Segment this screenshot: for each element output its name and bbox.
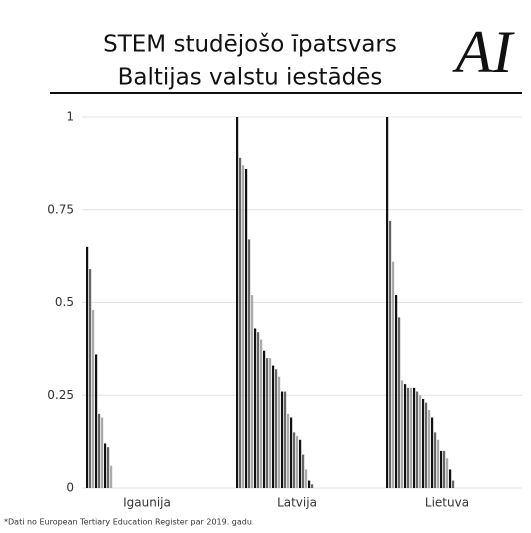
- bar: [86, 246, 89, 488]
- bar: [410, 387, 413, 488]
- bar: [413, 387, 416, 488]
- bar: [422, 398, 425, 488]
- bar: [293, 432, 296, 488]
- bar: [290, 417, 293, 488]
- bar: [263, 350, 266, 488]
- bar: [407, 387, 410, 488]
- bar: [443, 450, 446, 488]
- bar: [104, 443, 107, 488]
- bar: [296, 436, 299, 488]
- chart-title: STEM studējošo īpatsvars: [103, 32, 397, 58]
- x-tick-label: Igaunija: [123, 496, 171, 510]
- bar: [257, 332, 260, 488]
- bar: [245, 168, 248, 488]
- bar: [89, 269, 92, 488]
- bar: [251, 295, 254, 488]
- bar: [401, 380, 404, 488]
- y-tick-label: 0.25: [47, 388, 74, 402]
- bar: [395, 295, 398, 488]
- bar: [416, 391, 419, 488]
- bar: [269, 358, 272, 488]
- bar: [101, 417, 104, 488]
- bar: [248, 239, 251, 488]
- bar: [311, 484, 314, 488]
- bar: [449, 469, 452, 488]
- bar: [284, 391, 287, 488]
- footnote: *Dati no European Tertiary Education Reg…: [4, 518, 252, 527]
- bar: [305, 469, 308, 488]
- bar: [440, 450, 443, 488]
- bar: [242, 165, 245, 489]
- y-tick-label: 0: [66, 481, 74, 495]
- bar: [287, 413, 290, 488]
- bar: [236, 117, 239, 488]
- bar: [446, 458, 449, 488]
- bar: [386, 117, 389, 488]
- bar: [272, 365, 275, 488]
- y-tick-label: 0.5: [55, 295, 74, 309]
- bar: [308, 480, 311, 488]
- bar: [239, 157, 242, 488]
- bar: [260, 339, 263, 488]
- bar: [254, 328, 257, 488]
- x-tick-label: Lietuva: [425, 496, 469, 510]
- bar: [110, 465, 113, 488]
- bar: [398, 317, 401, 488]
- bar: [281, 391, 284, 488]
- bar: [389, 220, 392, 488]
- bar: [431, 417, 434, 488]
- chart-title: Baltijas valstu iestādēs: [118, 65, 383, 91]
- bar: [302, 454, 305, 488]
- bar: [275, 369, 278, 488]
- bar: [299, 439, 302, 488]
- bar: [95, 354, 98, 488]
- bar: [428, 410, 431, 488]
- bar: [266, 358, 269, 488]
- bar: [278, 376, 281, 488]
- logo: AI: [452, 19, 516, 85]
- bar: [92, 309, 95, 488]
- x-tick-label: Latvija: [277, 496, 317, 510]
- bar: [437, 439, 440, 488]
- bar: [419, 395, 422, 488]
- bar: [98, 413, 101, 488]
- y-tick-label: 1: [66, 110, 74, 124]
- bar: [107, 447, 110, 488]
- bar: [404, 384, 407, 488]
- bar: [452, 480, 455, 488]
- bar: [434, 432, 437, 488]
- y-tick-label: 0.75: [47, 202, 74, 216]
- bar: [392, 261, 395, 488]
- bar: [425, 402, 428, 488]
